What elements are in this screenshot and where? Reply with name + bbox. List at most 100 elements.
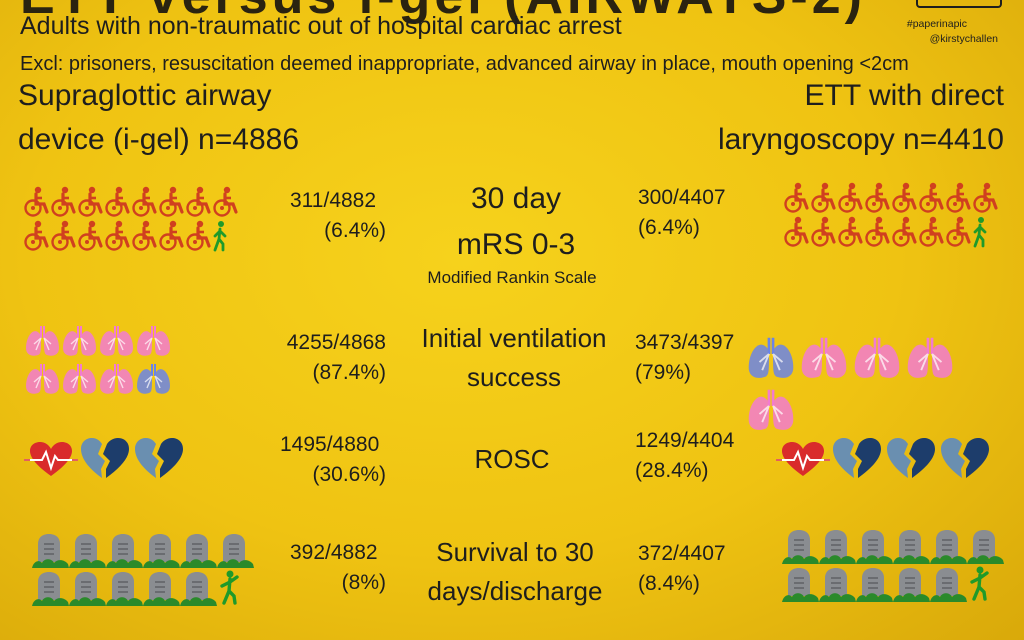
gravestone-icon [69, 534, 106, 568]
wheelchair-icon [892, 216, 917, 247]
gravestone-icon [782, 568, 819, 602]
rosc-left-fraction: 1495/4880 [280, 433, 380, 456]
wheelchair-icons-left [22, 184, 250, 252]
wheelchair-icon [186, 186, 211, 217]
outcome-mrs-line1: 30 day [470, 182, 562, 215]
outcome-ventilation: Initial ventilation success [394, 319, 634, 397]
wheelchair-icon [51, 220, 76, 251]
gravestone-icon [106, 534, 143, 568]
ventilation-right-pct: (79%) [635, 361, 692, 384]
ventilation-right-stat: 3473/4397 (79%) [635, 328, 734, 388]
exclusion-criteria: Excl: prisoners, resuscitation deemed in… [20, 53, 909, 75]
wheelchair-icon [78, 186, 103, 217]
mrs-left-fraction: 311/4882 [290, 189, 377, 212]
arm-left-line1: Supraglottic airway [18, 79, 272, 112]
survival-right-stat: 372/4407 (8.4%) [638, 539, 726, 599]
gravestone-icon [32, 572, 69, 606]
wheelchair-icon [892, 182, 917, 213]
gravestone-icon [856, 530, 893, 564]
wheelchair-icon [946, 216, 971, 247]
wheelchair-icon [159, 220, 184, 251]
heart-pulse-icon [24, 442, 78, 476]
gravestone-icon [967, 530, 1004, 564]
wheelchair-icon [132, 186, 157, 217]
gravestone-icon [893, 530, 930, 564]
arm-left-label: Supraglottic airway device (i-gel) n=488… [18, 74, 299, 162]
gravestone-icon [782, 530, 819, 564]
wheelchair-icon [784, 182, 809, 213]
gravestone-icon [180, 572, 217, 606]
lungs-icon [63, 364, 96, 394]
wheelchair-icon [838, 216, 863, 247]
wheelchair-icon [838, 182, 863, 213]
outcome-ventilation-line2: success [467, 362, 561, 392]
arm-right-label: ETT with direct laryngoscopy n=4410 [718, 74, 1004, 162]
gravestone-icon [893, 568, 930, 602]
outcome-survival: Survival to 30 days/discharge [395, 533, 635, 611]
rosc-left-pct: (30.6%) [312, 463, 386, 486]
broken-heart-icon [941, 438, 989, 478]
gravestone-icon [856, 568, 893, 602]
lungs-icon [748, 389, 794, 430]
survival-right-fraction: 372/4407 [638, 542, 726, 565]
page-title: ETT versus i-gel (AIRWAYS-2) [20, 0, 866, 26]
wheelchair-icon [105, 186, 130, 217]
wheelchair-icon [132, 220, 157, 251]
outcome-mrs-line2: mRS 0-3 [456, 228, 576, 261]
gravestone-icon [69, 572, 106, 606]
walking-person-icon [213, 221, 227, 252]
outcome-mrs: 30 day mRS 0-3 [396, 176, 636, 268]
outcome-survival-line2: days/discharge [427, 576, 603, 606]
gravestone-icon [819, 568, 856, 602]
ventilation-left-pct: (87.4%) [312, 361, 386, 384]
wheelchair-icon [919, 182, 944, 213]
mrs-note: Modified Rankin Scale [427, 268, 597, 287]
arm-right-line2: laryngoscopy n=4410 [717, 123, 1004, 156]
grave-icons-right [782, 526, 1010, 602]
population-subtitle: Adults with non-traumatic out of hospita… [20, 12, 622, 40]
lungs-icon [63, 326, 96, 356]
rosc-right-stat: 1249/4404 (28.4%) [635, 426, 734, 486]
wheelchair-icon [973, 182, 998, 213]
broken-heart-icon [887, 438, 935, 478]
survival-right-pct: (8.4%) [638, 572, 700, 595]
lungs-icon [801, 337, 847, 378]
walking-person-icon [220, 570, 239, 605]
wheelchair-icon [865, 216, 890, 247]
broken-heart-icon [81, 438, 129, 478]
wheelchair-icon [24, 220, 49, 251]
outcome-survival-line1: Survival to 30 [436, 537, 594, 567]
broken-heart-icon [135, 438, 183, 478]
gravestone-icon [930, 568, 967, 602]
gravestone-icon [217, 534, 254, 568]
walking-person-icon [970, 566, 989, 601]
wheelchair-icon [213, 186, 238, 217]
gravestone-icon [106, 572, 143, 606]
book-icon [916, 0, 1002, 8]
wheelchair-icon [811, 216, 836, 247]
wheelchair-icon [865, 182, 890, 213]
lungs-icon [137, 364, 170, 394]
outcome-rosc: ROSC [392, 440, 632, 479]
wheelchair-icon [186, 220, 211, 251]
grave-icons-left [32, 530, 260, 606]
ventilation-left-fraction: 4255/4868 [286, 331, 386, 354]
lungs-icon [26, 326, 59, 356]
heart-pulse-icon [776, 442, 830, 476]
wheelchair-icon [159, 186, 184, 217]
broken-heart-icon [833, 438, 881, 478]
lungs-icon [907, 337, 953, 378]
lungs-icon [137, 326, 170, 356]
survival-left-fraction: 392/4882 [290, 541, 378, 564]
arm-left-line2: device (i-gel) n=4886 [18, 123, 300, 156]
rosc-right-pct: (28.4%) [635, 459, 709, 482]
rosc-right-fraction: 1249/4404 [635, 429, 735, 452]
wheelchair-icons-right [782, 180, 1010, 248]
arm-right-line1: ETT with direct [804, 79, 1005, 112]
walking-person-icon [973, 217, 987, 248]
mrs-right-pct: (6.4%) [638, 216, 700, 239]
wheelchair-icon [919, 216, 944, 247]
wheelchair-icon [784, 216, 809, 247]
lungs-icon [854, 337, 900, 378]
wheelchair-icon [78, 220, 103, 251]
